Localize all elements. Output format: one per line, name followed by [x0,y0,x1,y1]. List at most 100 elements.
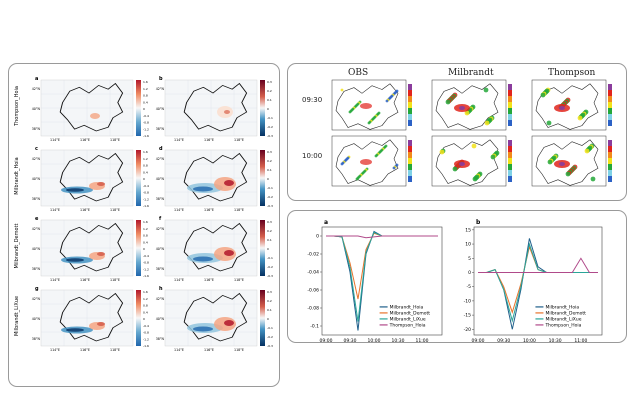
echo-cell [367,121,371,125]
lat-tick: 38°N [156,197,165,201]
timeseries-charts: a 0 -0.02 -0.04 -0.06 -0.08 -0.1 09:00 09:30 10:0… [307,219,603,344]
radar-colorbar-segment [408,164,412,170]
timeseries-panel: a 0 -0.02 -0.04 -0.06 -0.08 -0.1 09:00 09:30 10:0… [287,210,627,344]
colorbar-tick: 0.4 [143,240,148,244]
region-boundary [535,139,599,186]
lon-tick: 114°E [174,348,184,352]
colorbar-tick: -1.6 [143,274,149,278]
map-relative: h 42°N 40°N 38°N 114°E 116°E 118°E 0.3 0.2 0.1 0 -0… [156,286,273,352]
row-label: Milbrandt_Hoia [14,157,20,194]
time-label-1000: 10:00 [302,152,323,160]
lat-tick: 38°N [156,337,165,341]
echo-cell [439,149,445,155]
colorbar-tick: 0.2 [267,159,272,163]
echo-cell [540,92,546,98]
y-tick-label: 0 [468,270,471,276]
anomaly-negative-core [66,328,84,332]
y-tick-label: -0.06 [307,288,319,294]
colorbar-tick: 0 [267,247,269,251]
colorbar-tick: 1.6 [143,150,148,154]
colorbar-tick: 0 [143,177,145,181]
echo-cell [464,110,470,116]
x-tick-label: 11:00 [416,338,429,342]
row-label: Thompson_Hoia [14,86,20,127]
colorbar-tick: -0.2 [267,335,273,339]
lon-tick: 118°E [110,138,120,142]
radar-colorbar-segment [408,170,412,176]
lat-tick: 42°N [156,157,165,161]
radar-colorbar-segment [608,146,612,152]
echo-core [360,159,372,165]
colorbar-tick: 0.1 [267,238,272,242]
colorbar-tick: -0.8 [143,191,149,195]
radar-colorbar-segment [508,164,512,170]
lat-tick: 42°N [32,87,41,91]
map-diff: c 42°N 40°N 38°N 114°E 116°E 118°E 1.6 1.2 0.8 0.4… [32,146,149,212]
colorbar-tick: -0.2 [267,125,273,129]
map-diff: a 42°N 40°N 38°N 114°E 116°E 118°E 1.6 1.2 0.8 0.4… [32,76,149,142]
radar-colorbar-segment [408,96,412,102]
y-tick-label: 15 [465,227,471,233]
lat-tick: 40°N [32,317,41,321]
region-boundary [59,82,124,132]
chart-panel-letter: a [324,219,328,226]
colorbar-tick: -0.1 [267,326,273,330]
colorbar-tick: 0.3 [267,220,272,224]
lat-tick: 40°N [156,317,165,321]
region-boundary [59,152,124,202]
region-boundary [59,222,124,272]
region-boundary [183,292,248,342]
x-tick-label: 11:00 [574,338,587,342]
colorbar-tick: -0.3 [267,274,273,278]
series-line [326,232,438,300]
region-boundary [59,292,124,342]
lon-tick: 116°E [80,348,90,352]
lon-tick: 114°E [174,138,184,142]
lon-tick: 114°E [50,208,60,212]
echo-core-peak [559,162,565,166]
radar-comparison-panel: OBS Milbrandt Thompson 09:30 10:00 [287,63,627,201]
lon-tick: 118°E [234,208,244,212]
radar-colorbar-segment [608,114,612,120]
echo-cell [348,110,352,114]
lon-tick: 118°E [110,208,120,212]
colorbar-tick: -1.6 [143,204,149,208]
y-tick-label: 0 [316,234,319,240]
colorbar-tick: -1.6 [143,344,149,348]
colorbar-tick: 0.3 [267,290,272,294]
region-boundary [335,83,399,130]
map-diff: g 42°N 40°N 38°N 114°E 116°E 118°E 1.6 1.2 0.8 0.4… [32,286,149,352]
anomaly-positive-core [97,322,105,326]
lat-tick: 38°N [32,197,41,201]
echo-cell [340,162,344,166]
colorbar-tick: 0.2 [267,229,272,233]
radar-colorbar-segment [408,84,412,90]
legend-label: Thompson_Hoia [389,322,426,328]
lon-tick: 114°E [50,278,60,282]
series-line [478,245,598,314]
lon-tick: 116°E [204,138,214,142]
series-line [478,257,598,273]
panel-letter: c [35,146,38,152]
colorbar-tick: -0.4 [143,254,149,258]
colorbar-tick: -0.2 [267,265,273,269]
colorbar-tick: 0.4 [143,310,148,314]
colorbar-tick: -1.2 [143,127,149,131]
anomaly-positive-core [97,182,105,186]
radar-colorbar-segment [408,146,412,152]
radar-colorbar-segment [608,140,612,146]
x-tick-label: 09:30 [344,338,357,342]
colorbar [260,150,265,206]
map-relative: b 42°N 40°N 38°N 114°E 116°E 118°E 0.3 0.2 0.1 0 -0… [156,76,273,142]
lat-tick: 40°N [156,107,165,111]
radar-colorbar-segment [608,96,612,102]
y-tick-label: 10 [465,242,471,248]
colorbar [136,80,141,136]
plot-area [321,226,443,336]
anomaly-positive-core [224,320,234,326]
radar-colorbar-segment [508,152,512,158]
lat-tick: 40°N [32,177,41,181]
lon-tick: 114°E [50,138,60,142]
radar-colorbar-segment [608,84,612,90]
lat-tick: 42°N [32,227,41,231]
